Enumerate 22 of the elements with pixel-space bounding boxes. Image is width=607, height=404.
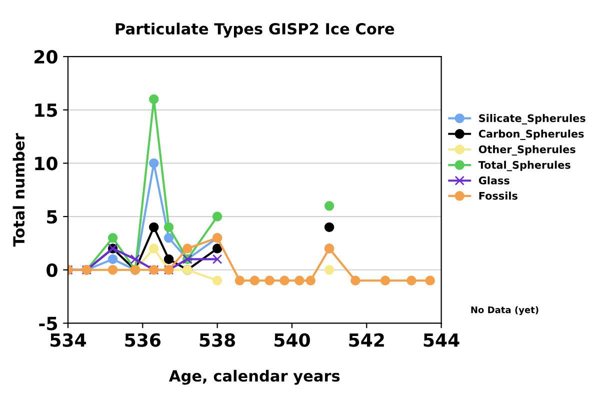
y-tick-label: 20 bbox=[34, 50, 58, 64]
legend-label: Silicate_Spherules bbox=[479, 114, 586, 124]
legend-label: Total_Spherules bbox=[478, 160, 570, 172]
legend-label: Fossils bbox=[479, 192, 518, 200]
x-tick-label: 540 bbox=[274, 333, 310, 347]
chart-title: Particulate Types GISP2 Ice Core bbox=[116, 22, 394, 38]
x-tick-label: 542 bbox=[349, 333, 384, 347]
legend-label: Glass bbox=[478, 176, 510, 184]
y-axis-title: Total number bbox=[12, 133, 25, 247]
y-tick-label: 15 bbox=[35, 104, 57, 118]
x-tick-label: 536 bbox=[125, 333, 161, 347]
x-tick-label: 544 bbox=[424, 333, 460, 347]
y-tick-label: 5 bbox=[47, 210, 57, 224]
y-tick-label: 10 bbox=[35, 156, 58, 170]
y-tick-label: -5 bbox=[39, 316, 57, 330]
x-axis-title: Age, calendar years bbox=[168, 370, 340, 385]
legend-label: Carbon_Spherules bbox=[478, 130, 584, 140]
x-tick-label: 538 bbox=[200, 333, 236, 347]
x-tick-label: 534 bbox=[50, 333, 86, 347]
text: No Data (yet) bbox=[471, 306, 538, 316]
y-tick-label: 0 bbox=[46, 263, 58, 277]
legend-label: Other_Spherules bbox=[478, 145, 576, 156]
